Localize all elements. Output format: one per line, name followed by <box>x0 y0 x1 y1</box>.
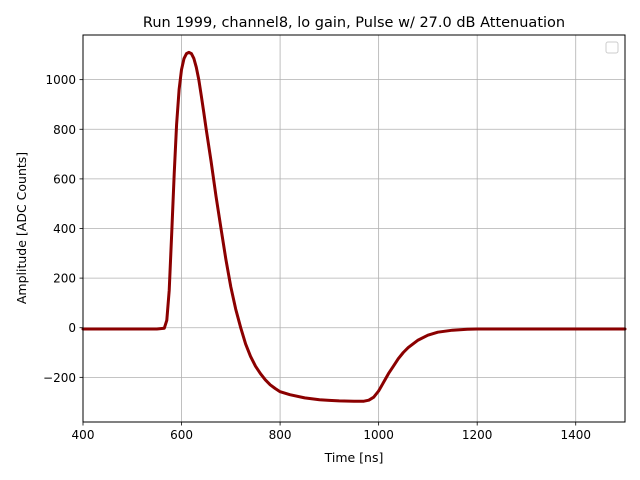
y-tick-label: 400 <box>53 222 76 236</box>
x-tick-label: 1400 <box>560 428 591 442</box>
y-tick-label: −200 <box>43 371 76 385</box>
legend-box <box>605 41 619 54</box>
chart-title: Run 1999, channel8, lo gain, Pulse w/ 27… <box>143 15 565 31</box>
y-tick-label: 200 <box>53 272 76 286</box>
plot-frame <box>82 34 626 423</box>
x-tick-label: 600 <box>170 428 193 442</box>
x-axis-ticks: 400 600 800 1000 1200 1400 <box>72 422 591 442</box>
x-tick-label: 800 <box>269 428 292 442</box>
x-tick-label: 1200 <box>462 428 493 442</box>
series-line <box>81 50 627 403</box>
grid <box>82 35 625 422</box>
x-tick-label: 400 <box>72 428 95 442</box>
series-layer <box>81 50 627 403</box>
y-axis-label: Amplitude [ADC Counts] <box>14 152 29 304</box>
y-tick-label: 1000 <box>45 73 76 87</box>
y-tick-label: 600 <box>53 172 76 186</box>
y-tick-label: 0 <box>68 321 76 335</box>
y-axis-ticks: −200 0 200 400 600 800 1000 <box>43 73 83 385</box>
y-tick-label: 800 <box>53 123 76 137</box>
x-axis-label: Time [ns] <box>324 450 384 465</box>
x-tick-label: 1000 <box>363 428 394 442</box>
